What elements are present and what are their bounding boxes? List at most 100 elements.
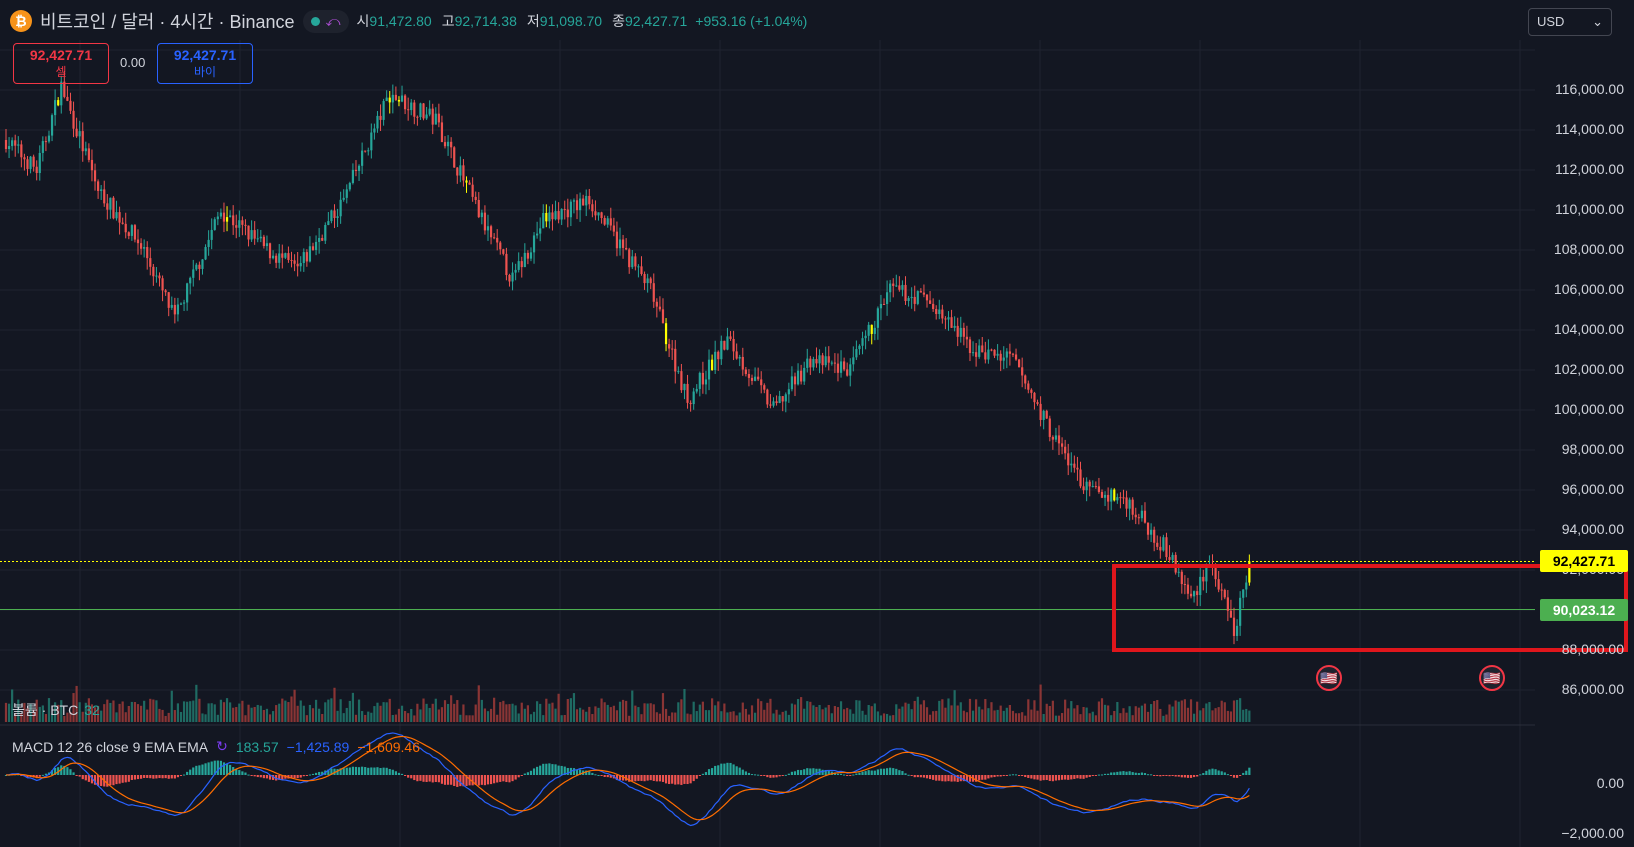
currency-select[interactable]: USD ⌄ bbox=[1528, 8, 1612, 36]
candle bbox=[87, 143, 90, 163]
candle bbox=[247, 225, 250, 247]
candle bbox=[496, 229, 499, 251]
macd-hist-bar bbox=[333, 768, 336, 775]
candle bbox=[634, 253, 637, 271]
macd-hist-bar bbox=[419, 775, 422, 781]
volume-bar bbox=[247, 704, 250, 722]
candle bbox=[450, 137, 453, 159]
refresh-icon[interactable]: ↻ bbox=[216, 738, 228, 754]
candle bbox=[394, 86, 397, 101]
candle bbox=[281, 244, 284, 269]
volume-bar bbox=[753, 712, 757, 722]
candle bbox=[7, 137, 11, 159]
candle bbox=[1033, 391, 1036, 410]
candle bbox=[112, 196, 115, 220]
macd-hist-bar bbox=[962, 775, 965, 782]
price-axis-label: 106,000.00 bbox=[1553, 281, 1624, 297]
volume-bar bbox=[557, 693, 560, 722]
price-axis-label: 114,000.00 bbox=[1554, 121, 1624, 137]
candle bbox=[60, 75, 63, 114]
candle bbox=[757, 367, 760, 382]
macd-hist-bar bbox=[391, 769, 394, 775]
volume-bar bbox=[351, 692, 355, 722]
volume-bar bbox=[1064, 699, 1067, 722]
volume-bar bbox=[612, 705, 615, 722]
us-flag-icon[interactable]: 🇺🇸 bbox=[1479, 665, 1505, 691]
macd-hist-bar bbox=[201, 764, 204, 775]
candle bbox=[90, 149, 94, 182]
macd-hist-bar bbox=[20, 775, 23, 776]
volume-bar bbox=[262, 709, 265, 722]
macd-hist-bar bbox=[278, 775, 281, 780]
candle bbox=[609, 207, 612, 231]
macd-hist-bar bbox=[520, 775, 523, 776]
candle bbox=[1146, 522, 1150, 540]
macd-hist-bar bbox=[1042, 775, 1045, 781]
volume-bar bbox=[1079, 714, 1082, 722]
candle bbox=[1002, 346, 1005, 370]
candle bbox=[830, 360, 833, 366]
buy-button[interactable]: 92,427.71 바이 bbox=[157, 43, 253, 84]
macd-hist-bar bbox=[965, 775, 969, 782]
candle bbox=[72, 101, 75, 138]
us-flag-icon[interactable]: 🇺🇸 bbox=[1316, 665, 1342, 691]
candle bbox=[803, 361, 806, 385]
volume-bar bbox=[1014, 713, 1018, 722]
candle bbox=[486, 214, 490, 241]
macd-hist-bar bbox=[1030, 775, 1033, 779]
candle bbox=[843, 357, 846, 372]
volume-bar bbox=[796, 699, 800, 722]
macd-hist-bar bbox=[90, 775, 94, 784]
candle bbox=[4, 128, 8, 153]
macd-hist-bar bbox=[882, 768, 886, 775]
macd-hist-bar bbox=[686, 775, 689, 785]
candle bbox=[284, 252, 287, 260]
sell-button[interactable]: 92,427.71 셀 bbox=[13, 43, 109, 84]
share-icon[interactable]: ⤺ bbox=[325, 12, 341, 29]
candle bbox=[529, 247, 533, 262]
volume-bar bbox=[318, 708, 321, 722]
macd-hist-bar bbox=[385, 767, 388, 775]
volume-bar bbox=[1060, 713, 1064, 722]
volume-bar bbox=[769, 698, 772, 722]
buy-price: 92,427.71 bbox=[173, 47, 237, 63]
candle bbox=[327, 212, 330, 226]
volume-bar bbox=[763, 709, 766, 722]
price-axis-label: 88,000.00 bbox=[1561, 641, 1624, 657]
volume-bar bbox=[413, 715, 416, 722]
candle bbox=[124, 212, 127, 239]
macd-hist-bar bbox=[981, 775, 984, 780]
macd-hist-bar bbox=[1107, 773, 1110, 775]
candle bbox=[1073, 455, 1076, 473]
volume-bar bbox=[993, 710, 996, 722]
volume-bar bbox=[572, 693, 576, 722]
candle bbox=[100, 185, 103, 200]
macd-hist-bar bbox=[1011, 774, 1015, 776]
candle bbox=[182, 299, 186, 312]
candle bbox=[766, 388, 769, 408]
volume-bar bbox=[1076, 705, 1079, 722]
volume-bar bbox=[41, 705, 44, 722]
macd-hist-bar bbox=[1168, 775, 1171, 777]
macd-hist-bar bbox=[361, 766, 364, 775]
volume-bar bbox=[729, 711, 732, 722]
volume-bar bbox=[1165, 714, 1168, 722]
volume-bar bbox=[167, 712, 170, 722]
candle bbox=[523, 243, 526, 268]
candle bbox=[1245, 575, 1248, 598]
volume-bar bbox=[1082, 706, 1085, 722]
macd-hist-bar bbox=[112, 775, 115, 786]
volume-bar bbox=[821, 709, 824, 722]
macd-hist-bar bbox=[744, 771, 747, 775]
candle bbox=[143, 239, 146, 258]
macd-hist-bar bbox=[213, 760, 216, 775]
market-status[interactable]: ⤺ bbox=[302, 9, 349, 33]
symbol-title[interactable]: 비트코인 / 달러 · 4시간 · Binance bbox=[40, 12, 295, 32]
volume-bar bbox=[182, 701, 186, 722]
macd-hist-bar bbox=[1177, 775, 1180, 777]
macd-hist-bar bbox=[321, 771, 324, 775]
volume-bar bbox=[1054, 715, 1058, 722]
candle bbox=[935, 305, 938, 320]
volume-bar bbox=[839, 701, 843, 722]
